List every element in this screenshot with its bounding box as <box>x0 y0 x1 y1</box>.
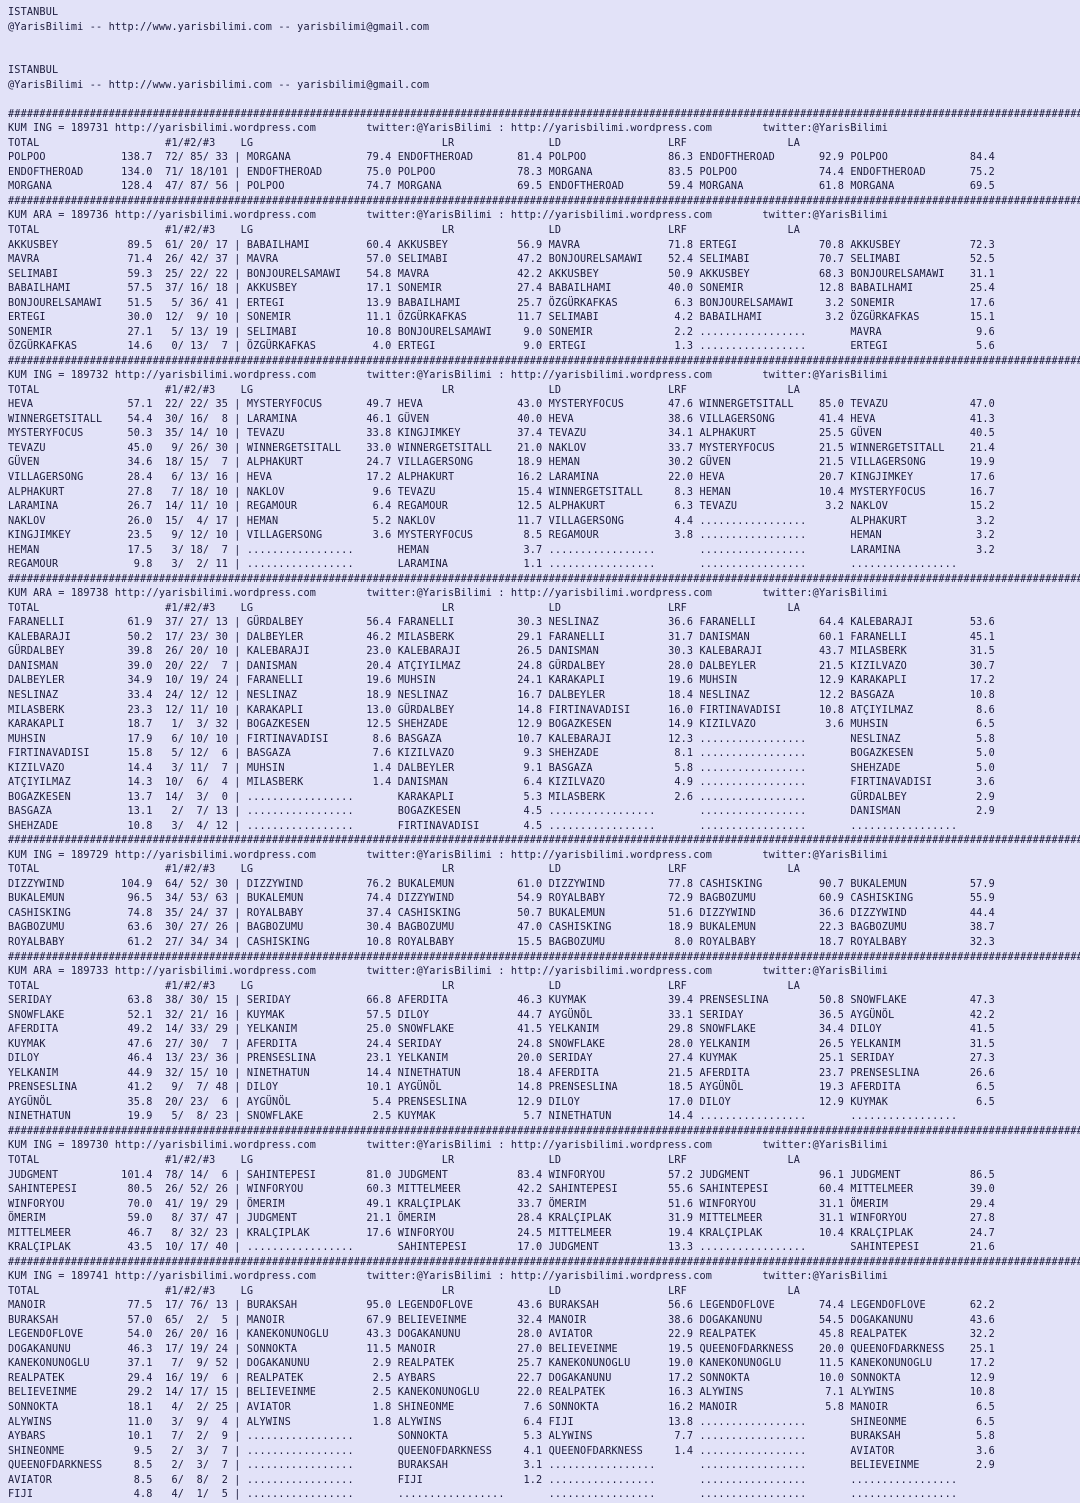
terminal-report-page: ISTANBUL @YarisBilimi -- http://www.yari… <box>8 7 1080 1501</box>
